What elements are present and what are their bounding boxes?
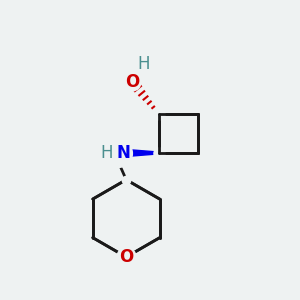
Text: O: O [119, 248, 133, 266]
Polygon shape [114, 148, 159, 158]
Text: H: H [100, 144, 113, 162]
Text: N: N [116, 144, 130, 162]
Text: O: O [125, 73, 139, 91]
Text: H: H [138, 55, 150, 73]
Text: O: O [119, 248, 133, 266]
